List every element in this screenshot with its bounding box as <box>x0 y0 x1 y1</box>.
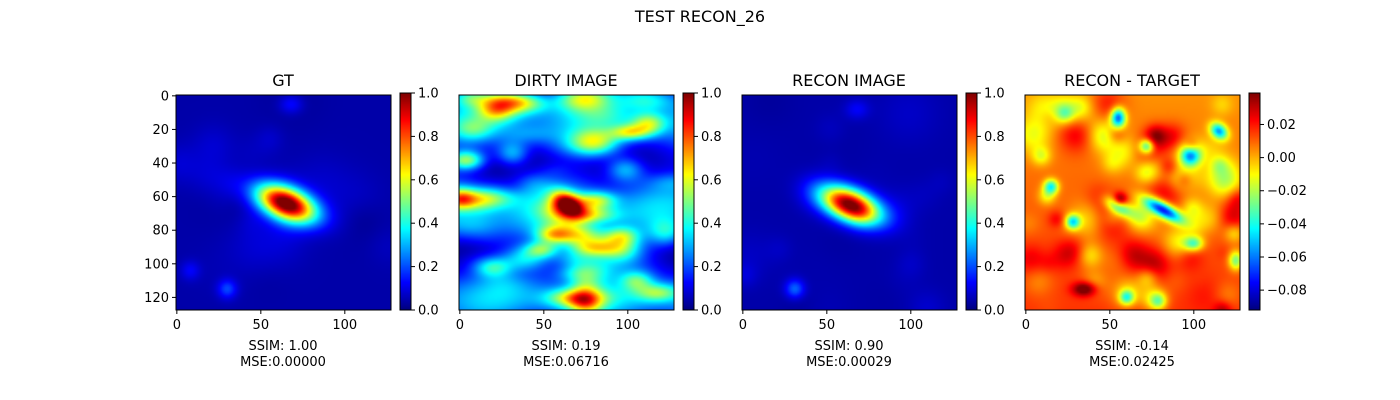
x-tick-label: 100 <box>615 318 640 333</box>
colorbar-tick-label: 0.4 <box>701 217 722 232</box>
metric-mse: MSE:0.00029 <box>806 355 892 370</box>
metric-ssim: SSIM: 0.90 <box>814 339 883 354</box>
metric-ssim: SSIM: 0.19 <box>531 339 600 354</box>
colorbar-tick-label: 1.0 <box>984 87 1005 102</box>
x-tick-label: 50 <box>253 318 270 333</box>
colorbar-tick-label: 0.2 <box>984 260 1005 275</box>
y-tick-label: 120 <box>144 291 169 306</box>
heatmap-image <box>176 95 391 310</box>
heatmap-frame <box>175 94 392 311</box>
panel-title: RECON - TARGET <box>1064 71 1200 90</box>
y-tick-label: 0 <box>161 89 169 104</box>
colorbar-tick-label: 0.6 <box>701 173 722 188</box>
colorbar-tick-label: 0.4 <box>984 217 1005 232</box>
colorbar-tick-label: 0.2 <box>418 260 439 275</box>
x-axis: 0 50 100 <box>173 310 357 333</box>
y-tick-label: 40 <box>152 157 169 172</box>
heatmap-frame <box>1024 94 1241 311</box>
panel-recon-image: RECON IMAGE 0 50 100 SSIM: 0.90 MSE:0.0002… <box>739 71 1005 370</box>
colorbar-axis: 0.0 0.2 0.4 0.6 0.8 1.0 <box>411 87 439 319</box>
heatmap-image <box>1025 95 1240 310</box>
panel-recon-minus-target: RECON - TARGET 0 50 100 SSIM: -0.14 MSE:0.… <box>1022 71 1307 370</box>
colorbar <box>1249 93 1260 310</box>
colorbar-tick-label: 0.0 <box>984 304 1005 319</box>
colorbar-tick-label: 0.0 <box>418 304 439 319</box>
panel-title: GT <box>272 71 294 90</box>
colorbar-frame <box>965 92 978 311</box>
x-tick-label: 100 <box>898 318 923 333</box>
y-tick-label: 60 <box>152 190 169 205</box>
heatmap-frame <box>458 94 675 311</box>
metric-ssim: SSIM: -0.14 <box>1095 339 1169 354</box>
heatmap-image <box>742 95 957 310</box>
y-tick-label: 80 <box>152 224 169 239</box>
panel-dirty-image: DIRTY IMAGE 0 50 100 SSIM: 0.19 MSE:0.0671… <box>456 71 722 370</box>
x-tick-label: 50 <box>1102 318 1119 333</box>
x-tick-label: 0 <box>456 318 464 333</box>
y-tick-label: 100 <box>144 257 169 272</box>
colorbar-frame <box>682 92 695 311</box>
x-tick-label: 0 <box>173 318 181 333</box>
x-tick-label: 50 <box>536 318 553 333</box>
y-tick-label: 20 <box>152 123 169 138</box>
colorbar-tick-label: 0.02 <box>1267 118 1296 133</box>
metric-mse: MSE:0.06716 <box>523 355 609 370</box>
x-axis: 0 50 100 <box>1022 310 1206 333</box>
panel-gt: GT 0 50 100 0 20 40 60 80 100 120 SSIM: 1.00 MSE… <box>144 71 439 370</box>
panel-title: DIRTY IMAGE <box>514 71 617 90</box>
figure-suptitle: TEST RECON_26 <box>634 7 765 27</box>
x-axis: 0 50 100 <box>739 310 923 333</box>
colorbar-frame <box>399 92 412 311</box>
colorbar-axis: 0.02 0.00 −0.02 −0.04 −0.06 −0.08 <box>1260 118 1307 299</box>
colorbar <box>966 93 977 310</box>
colorbar-tick-label: −0.08 <box>1267 284 1307 299</box>
colorbar-tick-label: 1.0 <box>701 87 722 102</box>
x-tick-label: 100 <box>332 318 357 333</box>
colorbar <box>683 93 694 310</box>
colorbar-axis: 0.0 0.2 0.4 0.6 0.8 1.0 <box>694 87 722 319</box>
colorbar-tick-label: 0.8 <box>984 130 1005 145</box>
colorbar-tick-label: −0.02 <box>1267 184 1307 199</box>
x-axis: 0 50 100 <box>456 310 640 333</box>
colorbar-tick-label: −0.04 <box>1267 217 1307 232</box>
metric-ssim: SSIM: 1.00 <box>248 339 317 354</box>
colorbar-tick-label: 0.6 <box>418 173 439 188</box>
panel-title: RECON IMAGE <box>792 71 906 90</box>
colorbar-tick-label: 0.00 <box>1267 151 1296 166</box>
x-tick-label: 100 <box>1181 318 1206 333</box>
colorbar-tick-label: 0.0 <box>701 304 722 319</box>
x-tick-label: 50 <box>819 318 836 333</box>
y-axis: 0 20 40 60 80 100 120 <box>144 89 176 306</box>
metric-mse: MSE:0.00000 <box>240 355 326 370</box>
heatmap-frame <box>741 94 958 311</box>
colorbar-tick-label: 0.4 <box>418 217 439 232</box>
colorbar-tick-label: −0.06 <box>1267 250 1307 265</box>
colorbar-tick-label: 0.2 <box>701 260 722 275</box>
colorbar-tick-label: 0.6 <box>984 173 1005 188</box>
colorbar-tick-label: 0.8 <box>701 130 722 145</box>
colorbar-tick-label: 1.0 <box>418 87 439 102</box>
heatmap-image <box>459 95 674 310</box>
colorbar-axis: 0.0 0.2 0.4 0.6 0.8 1.0 <box>977 87 1005 319</box>
x-tick-label: 0 <box>1022 318 1030 333</box>
colorbar-tick-label: 0.8 <box>418 130 439 145</box>
colorbar <box>400 93 411 310</box>
x-tick-label: 0 <box>739 318 747 333</box>
colorbar-frame <box>1248 92 1261 311</box>
metric-mse: MSE:0.02425 <box>1089 355 1175 370</box>
